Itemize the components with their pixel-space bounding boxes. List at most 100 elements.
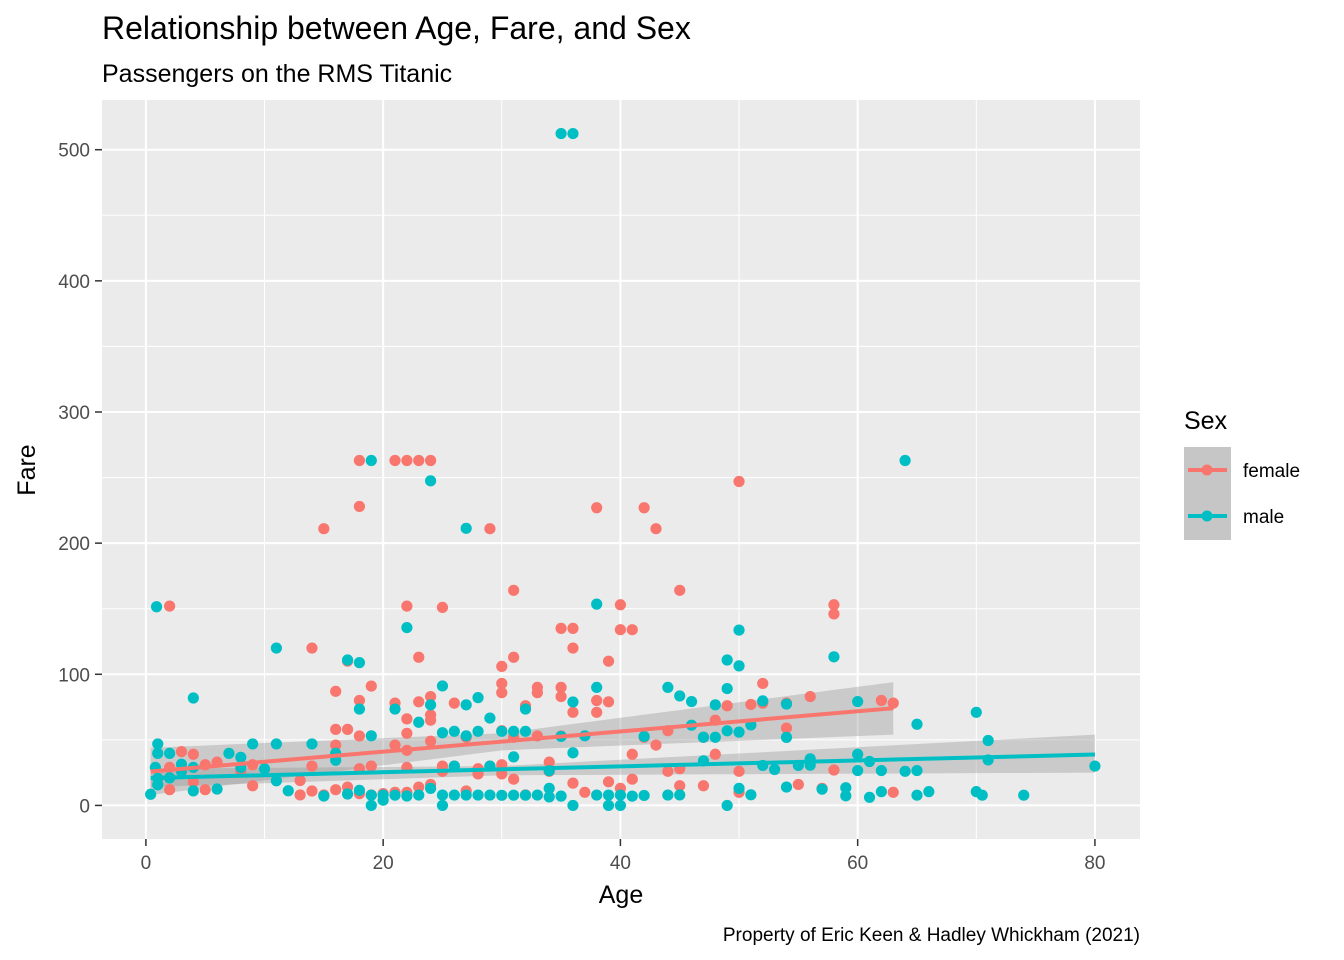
data-point-male xyxy=(780,698,793,710)
y-tick-label: 400 xyxy=(58,272,90,293)
data-points xyxy=(145,127,1101,812)
data-point-female xyxy=(413,781,425,793)
legend: Sex female male xyxy=(1184,407,1300,540)
data-point-male xyxy=(436,799,449,812)
data-point-male xyxy=(436,789,449,801)
data-point-female xyxy=(448,697,460,709)
data-point-male xyxy=(270,775,282,787)
data-point-male xyxy=(187,785,199,797)
data-point-female xyxy=(887,697,899,709)
data-point-female xyxy=(401,713,413,725)
data-point-female xyxy=(626,773,638,785)
data-point-male xyxy=(721,725,733,737)
data-point-male xyxy=(591,789,603,801)
data-point-female xyxy=(555,681,567,694)
y-axis-title: Fare xyxy=(13,444,41,495)
data-point-male xyxy=(152,738,164,750)
data-point-male xyxy=(721,654,733,666)
data-point-female xyxy=(650,739,662,751)
data-point-female xyxy=(721,700,733,712)
data-point-male xyxy=(721,799,733,812)
data-point-female xyxy=(353,454,366,467)
data-point-female xyxy=(650,523,662,535)
data-point-female xyxy=(662,765,674,777)
data-point-male xyxy=(543,791,555,803)
data-point-male xyxy=(472,725,484,737)
data-point-male xyxy=(709,699,721,711)
data-point-female xyxy=(413,651,425,663)
data-point-female xyxy=(626,748,638,760)
data-point-male xyxy=(1089,760,1101,772)
data-point-female xyxy=(353,500,366,513)
data-point-male xyxy=(472,789,484,801)
data-point-male xyxy=(531,789,543,801)
data-point-female xyxy=(674,780,686,792)
trend-line-male xyxy=(150,752,1095,781)
data-point-female xyxy=(401,727,413,739)
data-point-male xyxy=(365,730,377,742)
data-point-female xyxy=(508,651,520,663)
data-point-male xyxy=(258,763,271,775)
legend-key-female-point xyxy=(1201,464,1213,476)
data-point-female xyxy=(484,523,496,535)
data-point-female xyxy=(591,502,603,514)
y-tick-label: 100 xyxy=(58,665,90,686)
data-point-male xyxy=(365,454,377,467)
data-point-male xyxy=(614,789,627,801)
data-point-male xyxy=(840,790,852,802)
data-point-male xyxy=(353,784,366,796)
data-point-female xyxy=(401,454,413,467)
data-point-female xyxy=(341,723,354,735)
data-point-female xyxy=(638,502,650,514)
data-point-female xyxy=(567,642,579,654)
data-point-female xyxy=(199,784,211,796)
data-point-female xyxy=(389,739,401,751)
data-point-male xyxy=(306,738,318,750)
data-point-male xyxy=(911,764,923,777)
data-point-male xyxy=(828,651,840,663)
data-point-male xyxy=(591,681,603,694)
data-point-female xyxy=(164,784,176,796)
legend-label-male: male xyxy=(1243,507,1284,528)
data-point-female xyxy=(733,475,745,488)
data-point-male xyxy=(567,747,579,759)
data-point-male xyxy=(436,727,449,739)
data-point-female xyxy=(401,600,413,612)
data-point-female xyxy=(330,723,342,735)
data-point-male xyxy=(282,785,294,797)
data-point-male xyxy=(496,789,508,801)
data-point-male xyxy=(508,789,520,801)
y-tick-label: 200 xyxy=(58,534,90,555)
data-point-female xyxy=(496,660,508,673)
data-point-female xyxy=(792,778,804,791)
data-point-male xyxy=(436,680,449,692)
data-point-male xyxy=(923,786,935,798)
data-point-male xyxy=(780,781,793,793)
axis-ticks: 0 20 40 60 80 0 100 200 300 400 500 xyxy=(58,141,1105,874)
data-point-male xyxy=(602,789,615,801)
data-point-male xyxy=(389,703,401,715)
data-point-female xyxy=(389,454,401,467)
data-point-female xyxy=(674,584,686,596)
legend-label-female: female xyxy=(1243,461,1300,482)
data-point-male xyxy=(662,681,674,694)
data-point-male xyxy=(543,782,555,794)
data-point-male xyxy=(145,788,157,800)
data-point-male xyxy=(460,522,472,534)
data-point-male xyxy=(460,699,472,711)
data-point-female xyxy=(294,789,306,801)
data-point-female xyxy=(365,680,377,692)
data-point-female xyxy=(567,777,579,789)
data-point-male xyxy=(448,789,460,801)
data-point-male xyxy=(235,751,247,763)
data-point-female xyxy=(602,696,615,708)
data-point-male xyxy=(863,791,876,803)
data-point-female xyxy=(579,786,591,798)
chart-caption: Property of Eric Keen & Hadley Whickham … xyxy=(723,925,1140,946)
data-point-male xyxy=(911,718,923,730)
data-point-male xyxy=(745,789,757,801)
data-point-female xyxy=(875,694,887,707)
chart-subtitle: Passengers on the RMS Titanic xyxy=(102,60,452,88)
data-point-male xyxy=(733,660,745,672)
